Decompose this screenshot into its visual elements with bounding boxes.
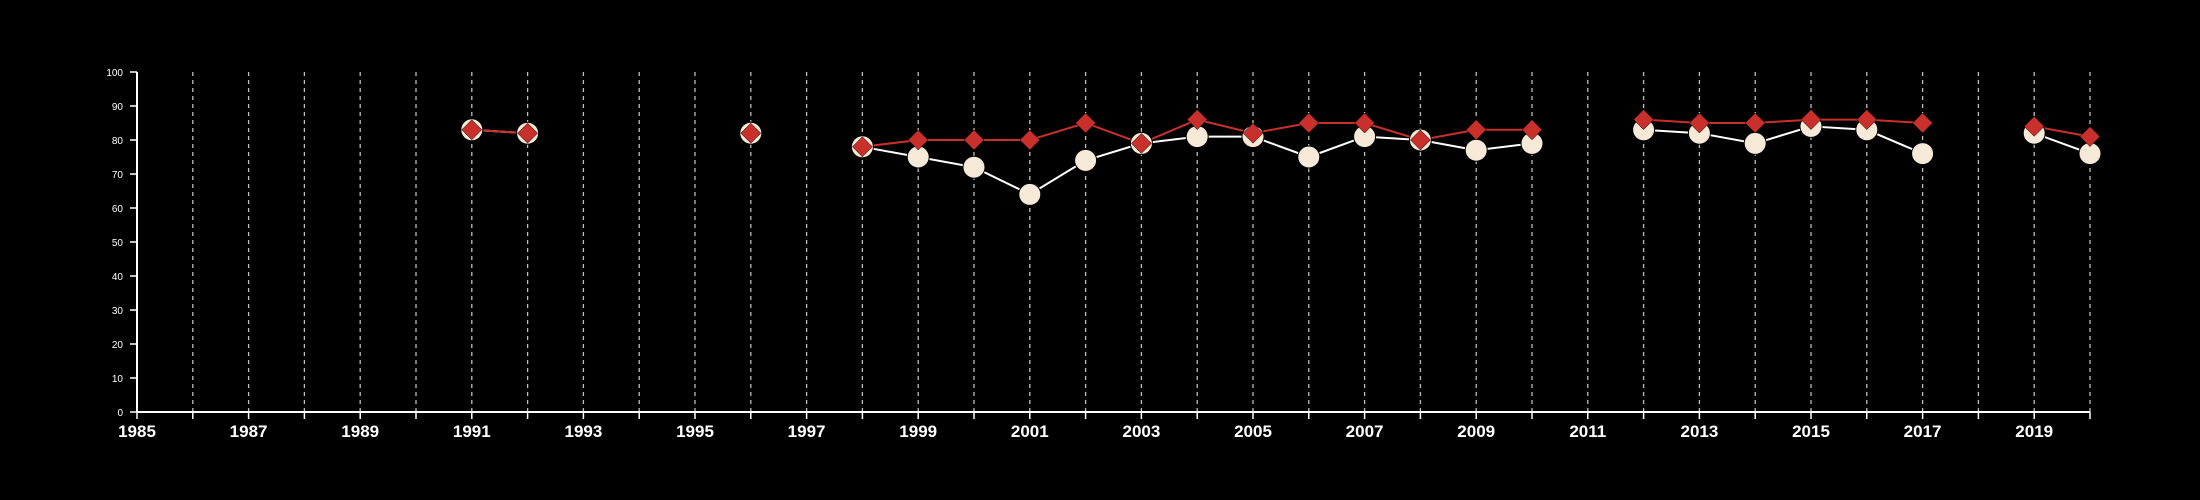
y-tick-label-90: 90 [112, 102, 124, 113]
series-2-point-2009 [1465, 119, 1487, 141]
series-2-point-1999 [907, 129, 929, 151]
series-1-point-2002 [1074, 148, 1098, 172]
x-tick-label-1999: 1999 [899, 422, 937, 441]
series-2-point-2000 [963, 129, 985, 151]
x-tick-label-2017: 2017 [1904, 422, 1942, 441]
y-tick-label-60: 60 [112, 204, 124, 215]
series-2-point-2005 [1242, 122, 1264, 144]
series-1-point-2006 [1297, 145, 1321, 169]
series-2-point-2007 [1354, 112, 1375, 134]
x-tick-label-1997: 1997 [788, 422, 826, 441]
series-2-point-2017 [1912, 112, 1933, 134]
series-1-point-2001 [1018, 182, 1042, 206]
x-tick-label-2005: 2005 [1234, 422, 1272, 441]
series-1-point-2009 [1464, 138, 1488, 162]
series-1-point-2000 [962, 155, 986, 179]
y-tick-label-10: 10 [112, 374, 124, 385]
x-tick-label-1995: 1995 [676, 422, 714, 441]
axes: 0 10 20 30 40 50 60 70 80 90 100 1985 1987 1989 1991 19… [106, 68, 2091, 441]
x-tick-label-1987: 1987 [230, 422, 268, 441]
series-2-point-2015 [1800, 109, 1822, 130]
series-2-point-2001 [1019, 129, 1041, 151]
data-series [460, 109, 2102, 206]
y-tick-label-80: 80 [112, 136, 124, 147]
series-1-point-2014 [1743, 131, 1767, 155]
series-1-point-2017 [1911, 142, 1935, 166]
x-tick-label-2011: 2011 [1569, 422, 1606, 441]
x-tick-label-1991: 1991 [453, 422, 491, 441]
series-2-point-2012 [1633, 109, 1654, 130]
x-tick-label-2009: 2009 [1457, 422, 1495, 441]
y-tick-label-70: 70 [112, 170, 124, 181]
series-2-point-1992 [517, 122, 538, 144]
x-tick-label-2001: 2001 [1011, 422, 1049, 441]
series-2-point-2014 [1744, 112, 1766, 134]
x-tick-label-2003: 2003 [1122, 422, 1160, 441]
x-tick-label-2007: 2007 [1346, 422, 1384, 441]
series-2-point-2013 [1689, 112, 1710, 134]
y-tick-label-20: 20 [112, 340, 124, 351]
x-tick-label-2013: 2013 [1680, 422, 1718, 441]
series-2-point-2010 [1521, 119, 1543, 141]
series-2-point-2002 [1075, 112, 1096, 134]
series-2-point-2008 [1410, 129, 1431, 151]
series-2-point-1996 [740, 122, 762, 144]
series-2-point-1998 [852, 136, 873, 158]
y-tick-label-40: 40 [112, 272, 124, 283]
x-tick-label-2019: 2019 [2015, 422, 2053, 441]
series-2-point-2003 [1131, 133, 1152, 154]
series-2-point-2016 [1856, 109, 1878, 130]
y-tick-label-30: 30 [112, 306, 124, 317]
x-tick-label-2015: 2015 [1792, 422, 1830, 441]
x-tick-label-1985: 1985 [118, 422, 156, 441]
y-tick-label-100: 100 [106, 68, 123, 79]
x-tick-label-1993: 1993 [564, 422, 602, 441]
series-2-point-2020 [2079, 126, 2101, 147]
series-2-point-2006 [1298, 112, 1320, 134]
series-2-point-2004 [1186, 109, 1208, 130]
y-tick-label-50: 50 [112, 238, 124, 249]
y-tick-label-0: 0 [117, 408, 123, 419]
x-tick-label-1989: 1989 [341, 422, 379, 441]
series-2-point-2019 [2023, 116, 2045, 137]
series-2-point-1991 [461, 119, 483, 141]
